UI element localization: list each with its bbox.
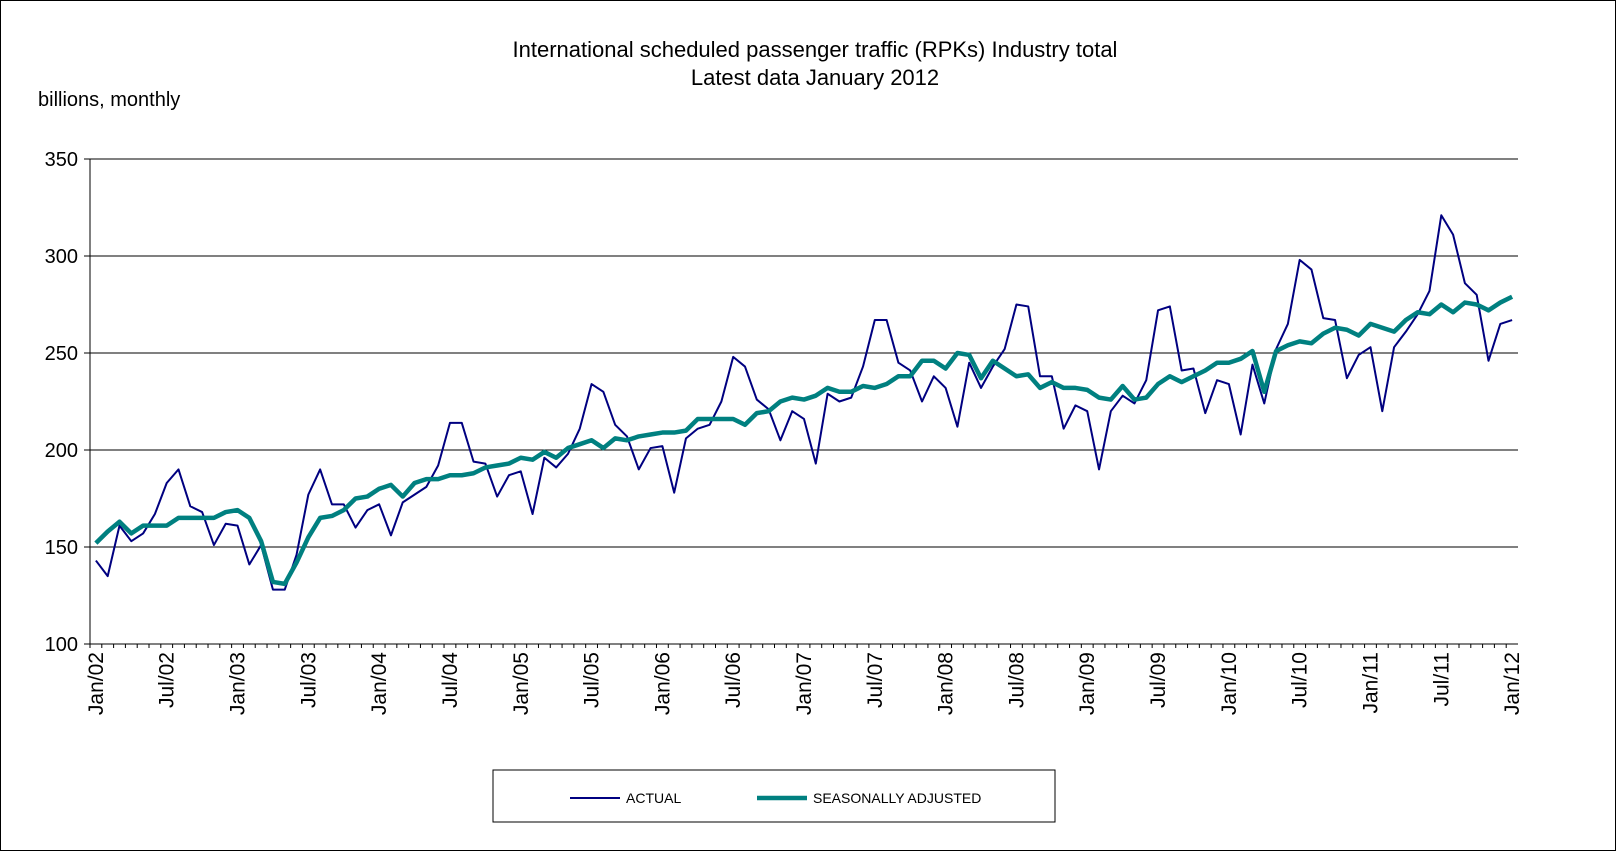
y-tick-label: 200 xyxy=(45,440,78,462)
x-tick-label: Jan/03 xyxy=(227,652,250,715)
legend-label: ACTUAL xyxy=(626,790,681,806)
y-tick-label: 100 xyxy=(45,634,78,656)
chart-title: International scheduled passenger traffi… xyxy=(513,37,1118,62)
x-tick-label: Jul/11 xyxy=(1430,652,1453,706)
x-tick-label: Jul/09 xyxy=(1147,652,1170,708)
x-tick-label: Jul/03 xyxy=(297,652,320,708)
x-tick-label: Jan/05 xyxy=(510,652,533,715)
x-tick-label: Jul/07 xyxy=(864,652,887,708)
series-line xyxy=(94,294,1514,587)
y-tick-label: 250 xyxy=(45,343,78,365)
x-tick-label: Jan/11 xyxy=(1359,652,1382,714)
x-tick-label: Jul/06 xyxy=(722,652,745,708)
y-tick-label: 300 xyxy=(45,246,78,268)
y-axis-label: billions, monthly xyxy=(38,89,180,111)
chart-subtitle: Latest data January 2012 xyxy=(691,65,939,90)
x-tick-label: Jan/08 xyxy=(935,652,958,715)
x-tick-label: Jan/07 xyxy=(793,652,816,715)
x-tick-label: Jan/10 xyxy=(1218,652,1241,715)
x-tick-label: Jan/09 xyxy=(1076,652,1099,715)
legend-label: SEASONALLY ADJUSTED xyxy=(813,790,981,806)
x-tick-label: Jan/02 xyxy=(85,652,108,715)
x-tick-label: Jul/02 xyxy=(156,652,179,708)
x-tick-label: Jan/04 xyxy=(368,652,391,715)
x-tick-label: Jul/05 xyxy=(581,652,604,708)
y-tick-label: 150 xyxy=(45,537,78,559)
x-tick-label: Jul/10 xyxy=(1289,652,1312,708)
x-tick-label: Jul/08 xyxy=(1005,652,1028,708)
x-tick-label: Jul/04 xyxy=(439,652,462,708)
x-tick-label: Jan/12 xyxy=(1501,652,1524,715)
x-tick-label: Jan/06 xyxy=(651,652,674,715)
y-tick-label: 350 xyxy=(45,149,78,171)
